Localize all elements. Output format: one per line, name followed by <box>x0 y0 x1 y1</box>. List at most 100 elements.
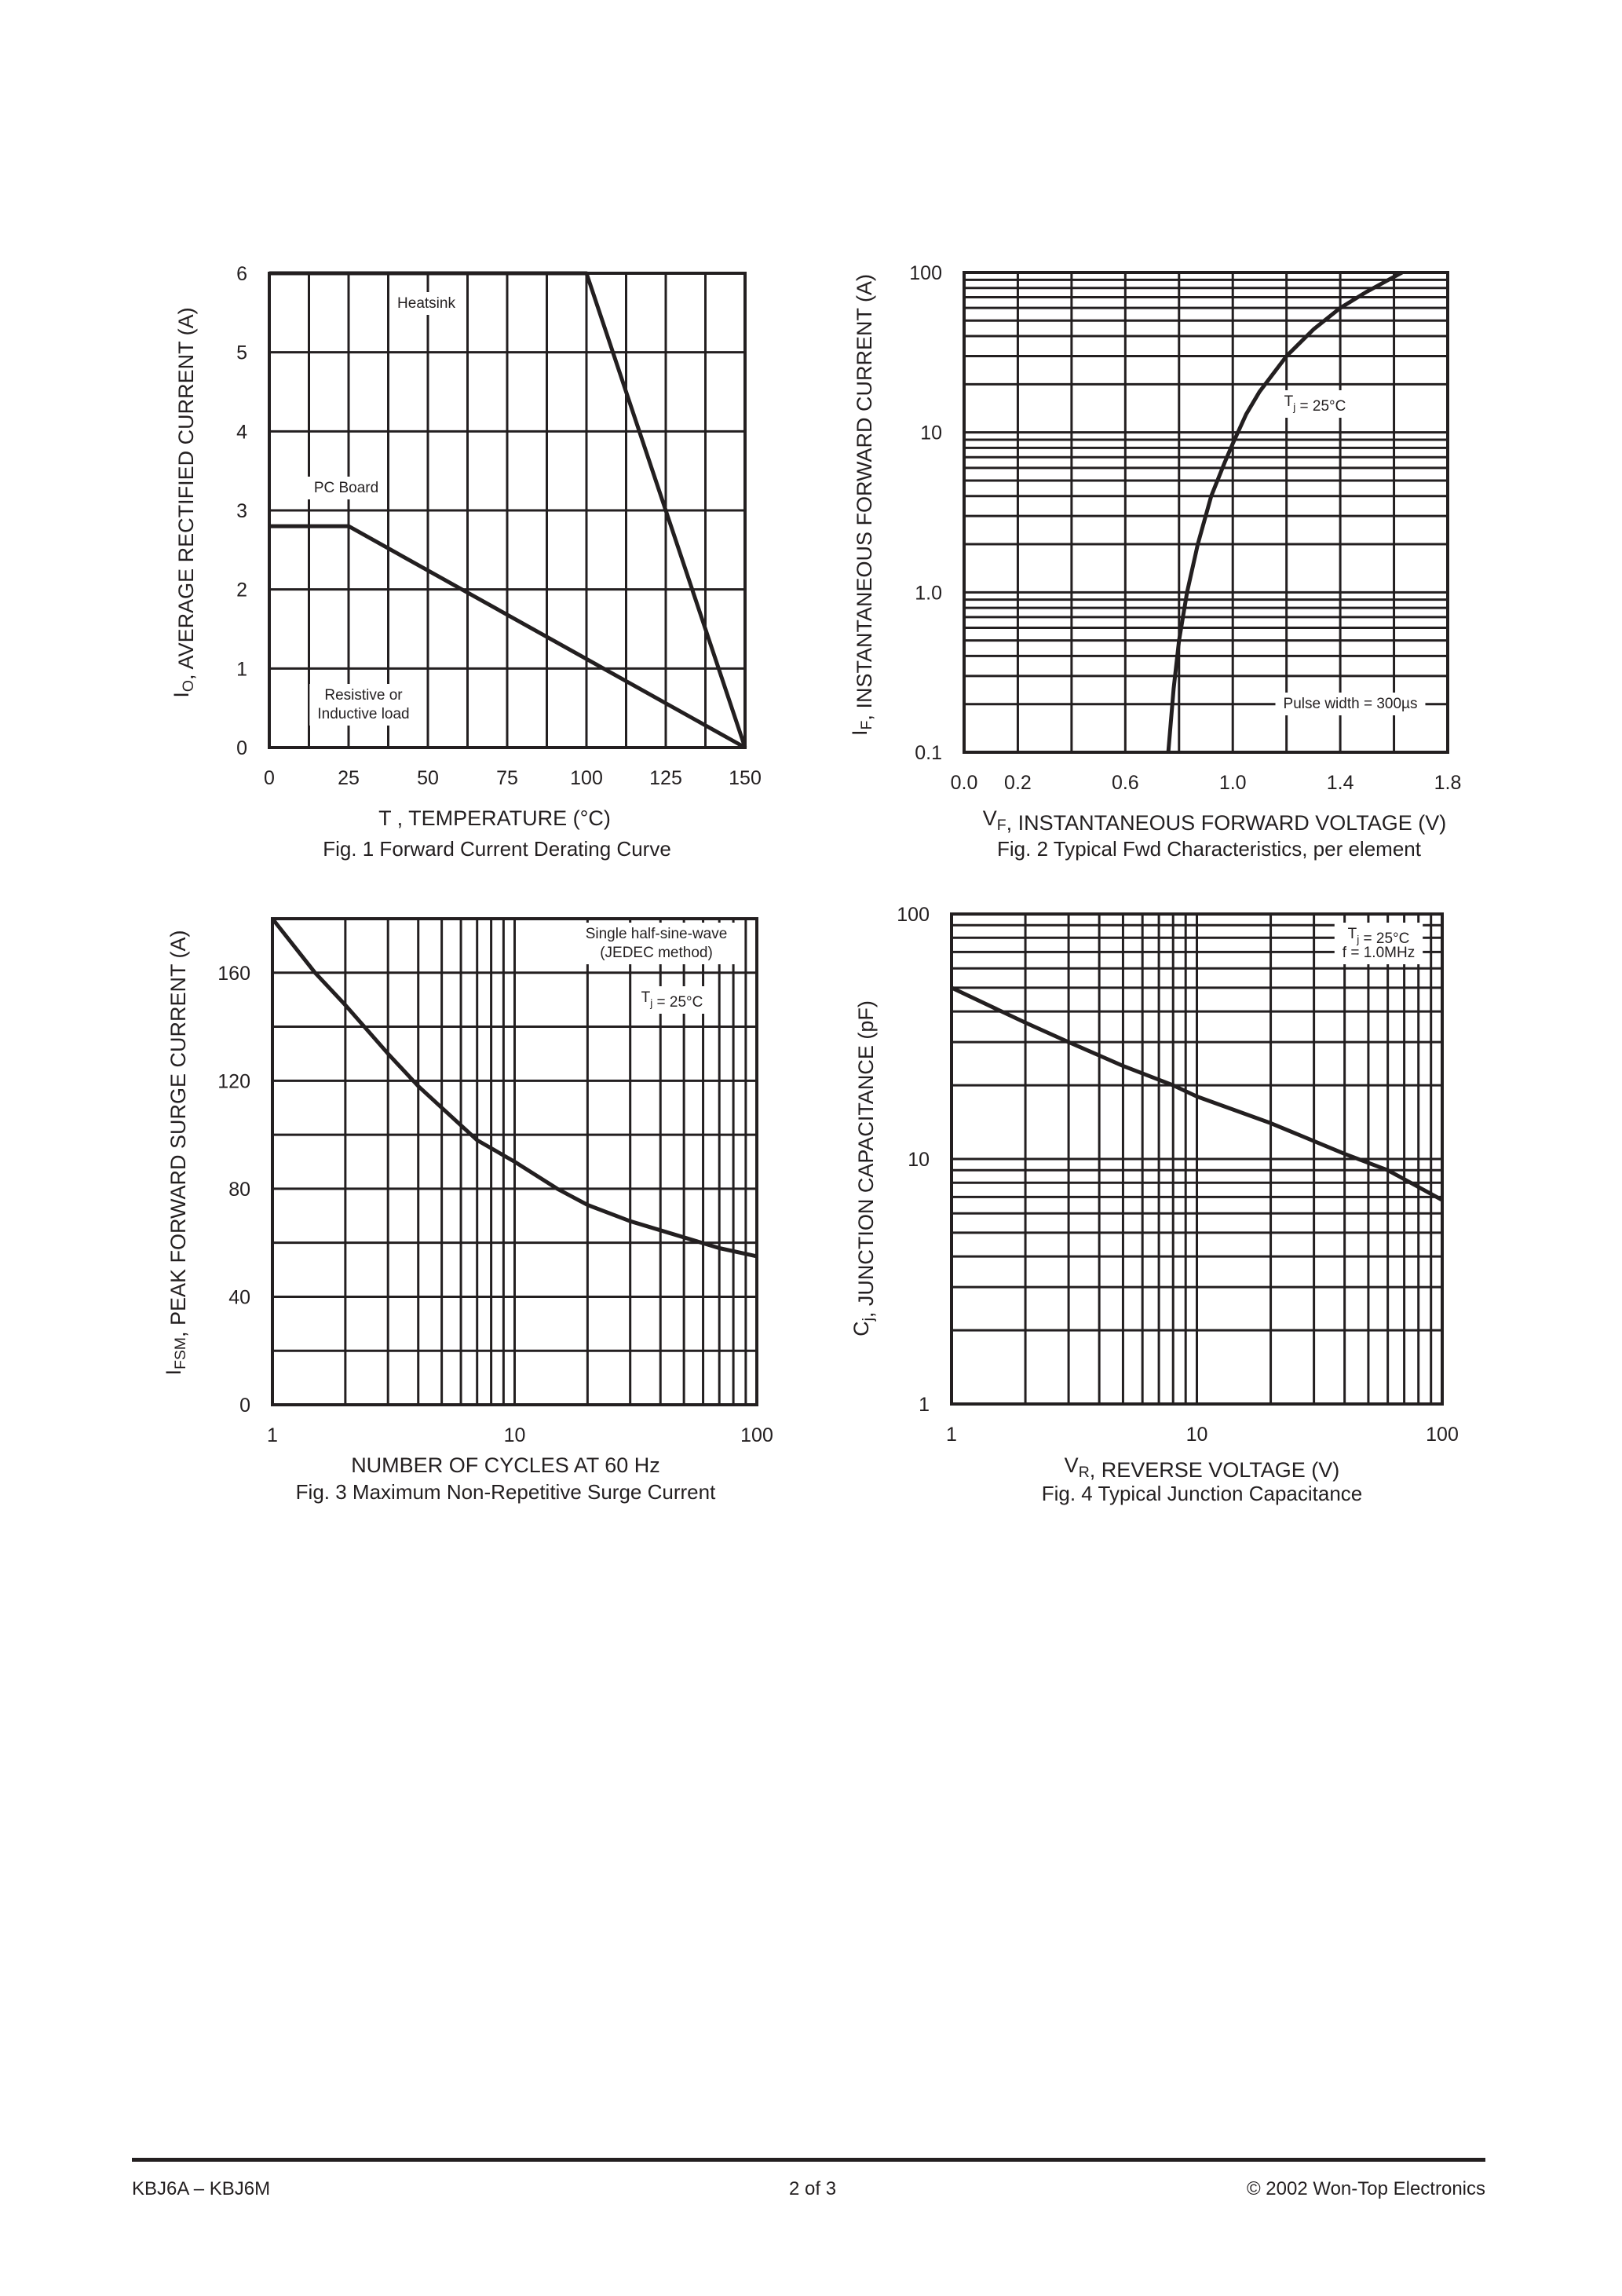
text-run: T <box>641 989 651 1006</box>
x-axis-label: T , TEMPERATURE (°C) <box>378 806 611 830</box>
x-tick-label: 10 <box>504 1424 526 1446</box>
text-run: , PEAK FORWARD SURGE CURRENT (A) <box>166 930 190 1337</box>
x-axis-label: NUMBER OF CYCLES AT 60 Hz <box>351 1453 660 1477</box>
footer-page-number: 2 of 3 <box>789 2178 837 2199</box>
plot-frame <box>271 917 758 1406</box>
y-tick-label: 1 <box>236 658 247 680</box>
x-tick-label: 1.8 <box>1434 772 1462 794</box>
text-run: I <box>170 692 193 698</box>
x-tick-label: 1 <box>946 1424 957 1446</box>
y-tick-label: 1 <box>919 1394 930 1416</box>
text-run: , REVERSE VOLTAGE (V) <box>1090 1458 1340 1482</box>
y-axis-label: IFSM, PEAK FORWARD SURGE CURRENT (A) <box>162 930 190 1375</box>
text-run: , TEMPERATURE (°C) <box>391 806 611 830</box>
text-run: (JEDEC method) <box>600 945 713 961</box>
annotation: Pulse width = 300µs <box>1275 693 1426 715</box>
y-tick-label: 100 <box>909 262 942 284</box>
y-axis-label: Cj, JUNCTION CAPACITANCE (pF) <box>849 1000 878 1336</box>
annotation-text: Single half-sine-wave <box>586 926 728 942</box>
text-run: I <box>162 1369 185 1376</box>
text-run: T <box>1348 926 1357 942</box>
y-tick-label: 2 <box>236 579 247 601</box>
figure-caption: Fig. 2 Typical Fwd Characteristics, per … <box>997 837 1422 861</box>
text-run: T <box>1284 393 1294 410</box>
annotation: Heatsink <box>389 292 464 315</box>
text-run: V <box>983 806 997 830</box>
annotation-text: f = 1.0MHz <box>1343 945 1415 961</box>
annotation-background <box>577 923 736 964</box>
annotation-background <box>305 477 387 499</box>
x-tick-label: 50 <box>417 767 439 789</box>
subscript: O <box>180 680 197 692</box>
x-tick-label: 0.6 <box>1112 772 1139 794</box>
footer-copyright: © 2002 Won-Top Electronics <box>1246 2178 1485 2199</box>
figure-caption: Fig. 4 Typical Junction Capacitance <box>1042 1482 1363 1505</box>
x-tick-label: 0.2 <box>1004 772 1032 794</box>
y-tick-label: 6 <box>236 263 247 285</box>
x-tick-label: 125 <box>649 767 682 789</box>
text-run: T <box>378 806 391 830</box>
x-axis-label: VF, INSTANTANEOUS FORWARD VOLTAGE (V) <box>983 806 1446 835</box>
annotation-background <box>1276 390 1354 418</box>
annotation-background <box>389 292 464 315</box>
x-tick-label: 0 <box>264 767 275 789</box>
subscript: j <box>1356 934 1359 945</box>
text-run: Resistive or <box>324 687 403 704</box>
subscript: F <box>858 720 875 729</box>
y-tick-label: 10 <box>908 1149 930 1171</box>
y-tick-label: 80 <box>228 1179 250 1201</box>
text-run: f = 1.0MHz <box>1343 945 1415 961</box>
footer-part-number: KBJ6A – KBJ6M <box>132 2178 271 2199</box>
x-tick-label: 100 <box>1426 1424 1459 1446</box>
series-line-heatsink <box>269 271 747 748</box>
footer-divider <box>132 2158 1485 2162</box>
chart-fig-3: Single half-sine-wave (JEDEC method) Tj = … <box>162 917 773 1504</box>
text-run: Heatsink <box>397 295 455 312</box>
y-tick-label: 120 <box>217 1070 250 1092</box>
y-tick-label: 160 <box>217 963 250 985</box>
y-tick-label: 100 <box>897 904 930 926</box>
annotation-text: Pulse width = 300µs <box>1284 696 1418 712</box>
subscript: F <box>997 817 1006 834</box>
annotation-text: Tj = 25°C <box>1348 926 1410 947</box>
figure-caption: Fig. 3 Maximum Non-Repetitive Surge Curr… <box>296 1480 716 1504</box>
series-line <box>271 917 758 1259</box>
text-run: = 25°C <box>1295 398 1346 415</box>
subscript: FSM <box>172 1337 189 1369</box>
annotation-text: PC Board <box>314 480 378 496</box>
chart-fig-4: Tj = 25°Cf = 1.0MHz 1 10 100 1 10 100 VR, REVER… <box>849 904 1459 1505</box>
y-axis-label: IF, INSTANTANEOUS FORWARD CURRENT (A) <box>848 274 876 736</box>
annotation-text: Resistive or <box>324 687 403 704</box>
text-run: , JUNCTION CAPACITANCE (pF) <box>854 1000 878 1318</box>
text-run: , AVERAGE RECTIFIED CURRENT (A) <box>174 307 198 680</box>
annotation-background <box>633 986 711 1014</box>
y-tick-label: 5 <box>236 342 247 364</box>
text-run: = 25°C <box>1359 930 1409 947</box>
text-run: , INSTANTANEOUS FORWARD CURRENT (A) <box>853 274 876 721</box>
annotation: Resistive or Inductive load <box>309 684 418 726</box>
x-tick-label: 75 <box>496 767 518 789</box>
x-tick-label: 100 <box>570 767 603 789</box>
annotation-background <box>1275 693 1426 715</box>
text-run: V <box>1065 1453 1079 1477</box>
text-run: Pulse width = 300µs <box>1284 696 1418 712</box>
y-tick-label: 10 <box>920 422 942 444</box>
series-line <box>1166 270 1403 753</box>
y-tick-label: 40 <box>228 1286 250 1308</box>
text-run: I <box>848 729 871 736</box>
x-tick-label: 150 <box>729 767 762 789</box>
x-tick-label: 0.0 <box>951 772 978 794</box>
grid <box>950 912 1444 1406</box>
annotation-text: Heatsink <box>397 295 455 312</box>
chart-fig-1: Heatsink PC Board Resistive or Inductive lo… <box>170 263 762 861</box>
subscript: j <box>860 1318 877 1322</box>
text-run: C <box>849 1321 873 1336</box>
text-run: , INSTANTANEOUS FORWARD VOLTAGE (V) <box>1006 811 1447 835</box>
annotation-text: Inductive load <box>317 706 409 722</box>
annotation-background <box>309 684 418 726</box>
text-run: PC Board <box>314 480 378 496</box>
series-line <box>950 985 1444 1202</box>
grid <box>268 272 747 749</box>
x-tick-label: 25 <box>338 767 360 789</box>
